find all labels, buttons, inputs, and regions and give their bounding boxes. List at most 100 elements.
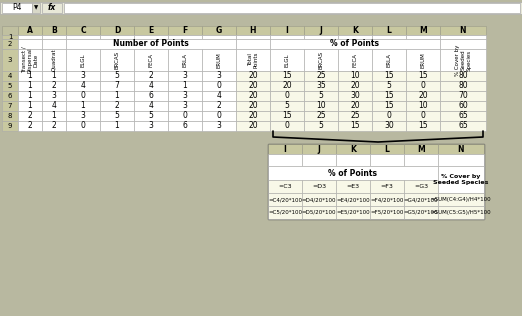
Bar: [168, 111, 202, 121]
Bar: [406, 121, 440, 131]
Bar: [66, 39, 100, 49]
Text: 3: 3: [183, 71, 187, 81]
Bar: [268, 180, 302, 193]
Text: 20: 20: [248, 112, 258, 120]
Bar: [372, 35, 406, 39]
Text: 4: 4: [149, 82, 153, 90]
Bar: [66, 101, 100, 111]
Text: 0: 0: [387, 112, 392, 120]
Text: 0: 0: [284, 92, 289, 100]
Bar: [134, 121, 168, 131]
Bar: [66, 111, 100, 121]
Text: D: D: [114, 26, 120, 35]
Text: =SUM(C4:G4)/H4*100: =SUM(C4:G4)/H4*100: [431, 197, 491, 202]
Text: K: K: [352, 26, 358, 35]
Bar: [42, 39, 66, 49]
Bar: [18, 71, 42, 81]
Bar: [2, 26, 18, 35]
Text: I: I: [286, 26, 289, 35]
Bar: [338, 81, 372, 91]
Text: 65: 65: [458, 112, 468, 120]
Text: ERLA: ERLA: [386, 53, 392, 67]
Text: N: N: [458, 144, 464, 154]
Text: 3: 3: [8, 57, 12, 63]
Text: =F5/20*100: =F5/20*100: [370, 210, 404, 215]
Text: 5: 5: [284, 101, 289, 111]
Bar: [438, 166, 484, 193]
Bar: [134, 111, 168, 121]
Text: 0: 0: [421, 112, 425, 120]
Text: 2: 2: [52, 121, 56, 131]
Bar: [268, 166, 438, 180]
Text: =D3: =D3: [312, 184, 326, 189]
Text: 1: 1: [52, 112, 56, 120]
Bar: [304, 49, 338, 71]
Text: 20: 20: [350, 82, 360, 90]
Text: 2: 2: [28, 121, 32, 131]
Text: 15: 15: [418, 121, 428, 131]
Text: 0: 0: [217, 82, 221, 90]
Bar: [338, 35, 372, 39]
Text: 15: 15: [350, 121, 360, 131]
Text: J: J: [317, 144, 321, 154]
Text: 0: 0: [80, 92, 86, 100]
Bar: [42, 49, 66, 71]
Bar: [18, 111, 42, 121]
Bar: [66, 121, 100, 131]
Bar: [0, 2, 522, 14]
Bar: [168, 26, 202, 35]
Bar: [338, 121, 372, 131]
Text: 1: 1: [115, 92, 120, 100]
Bar: [372, 91, 406, 101]
Bar: [2, 101, 18, 111]
Bar: [42, 91, 66, 101]
Bar: [100, 71, 134, 81]
Bar: [406, 81, 440, 91]
Bar: [2, 35, 18, 39]
Bar: [338, 26, 372, 35]
Text: 3: 3: [80, 112, 86, 120]
Bar: [372, 81, 406, 91]
Text: =D4/20*100: =D4/20*100: [302, 197, 336, 202]
Text: 25: 25: [316, 71, 326, 81]
Bar: [302, 206, 336, 219]
Text: 6: 6: [183, 121, 187, 131]
Bar: [270, 81, 304, 91]
Text: 10: 10: [418, 101, 428, 111]
Bar: [270, 39, 304, 49]
Text: 2: 2: [115, 101, 120, 111]
Bar: [304, 91, 338, 101]
Bar: [440, 101, 486, 111]
Bar: [42, 121, 66, 131]
Bar: [134, 81, 168, 91]
Bar: [370, 154, 404, 166]
Bar: [372, 49, 406, 71]
Bar: [372, 26, 406, 35]
Text: 4: 4: [52, 101, 56, 111]
Bar: [18, 121, 42, 131]
Text: 3: 3: [183, 92, 187, 100]
Text: =E4/20*100: =E4/20*100: [336, 197, 370, 202]
Text: 1: 1: [80, 101, 86, 111]
Text: P4: P4: [12, 3, 22, 13]
Text: 80: 80: [458, 82, 468, 90]
Text: Transect /
Dispersal
Date: Transect / Dispersal Date: [22, 47, 38, 73]
Text: Quadrat: Quadrat: [52, 49, 56, 71]
Bar: [168, 49, 202, 71]
Bar: [304, 71, 338, 81]
Text: 3: 3: [217, 121, 221, 131]
Bar: [134, 49, 168, 71]
Text: H: H: [250, 26, 256, 35]
Text: 0: 0: [217, 112, 221, 120]
Bar: [304, 35, 338, 39]
Bar: [18, 39, 42, 49]
Text: L: L: [387, 26, 392, 35]
Bar: [406, 91, 440, 101]
Bar: [406, 35, 440, 39]
Bar: [372, 71, 406, 81]
Text: 5: 5: [387, 82, 392, 90]
Text: 0: 0: [284, 121, 289, 131]
Text: =G5/20*100: =G5/20*100: [404, 210, 438, 215]
Bar: [100, 39, 134, 49]
Text: 5: 5: [149, 112, 153, 120]
